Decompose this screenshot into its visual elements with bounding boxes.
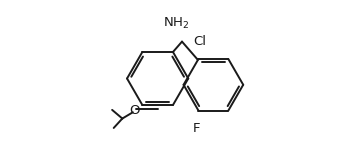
Text: F: F	[193, 122, 201, 135]
Text: Cl: Cl	[193, 35, 207, 48]
Text: NH$_2$: NH$_2$	[162, 16, 189, 31]
Text: O: O	[130, 104, 140, 117]
